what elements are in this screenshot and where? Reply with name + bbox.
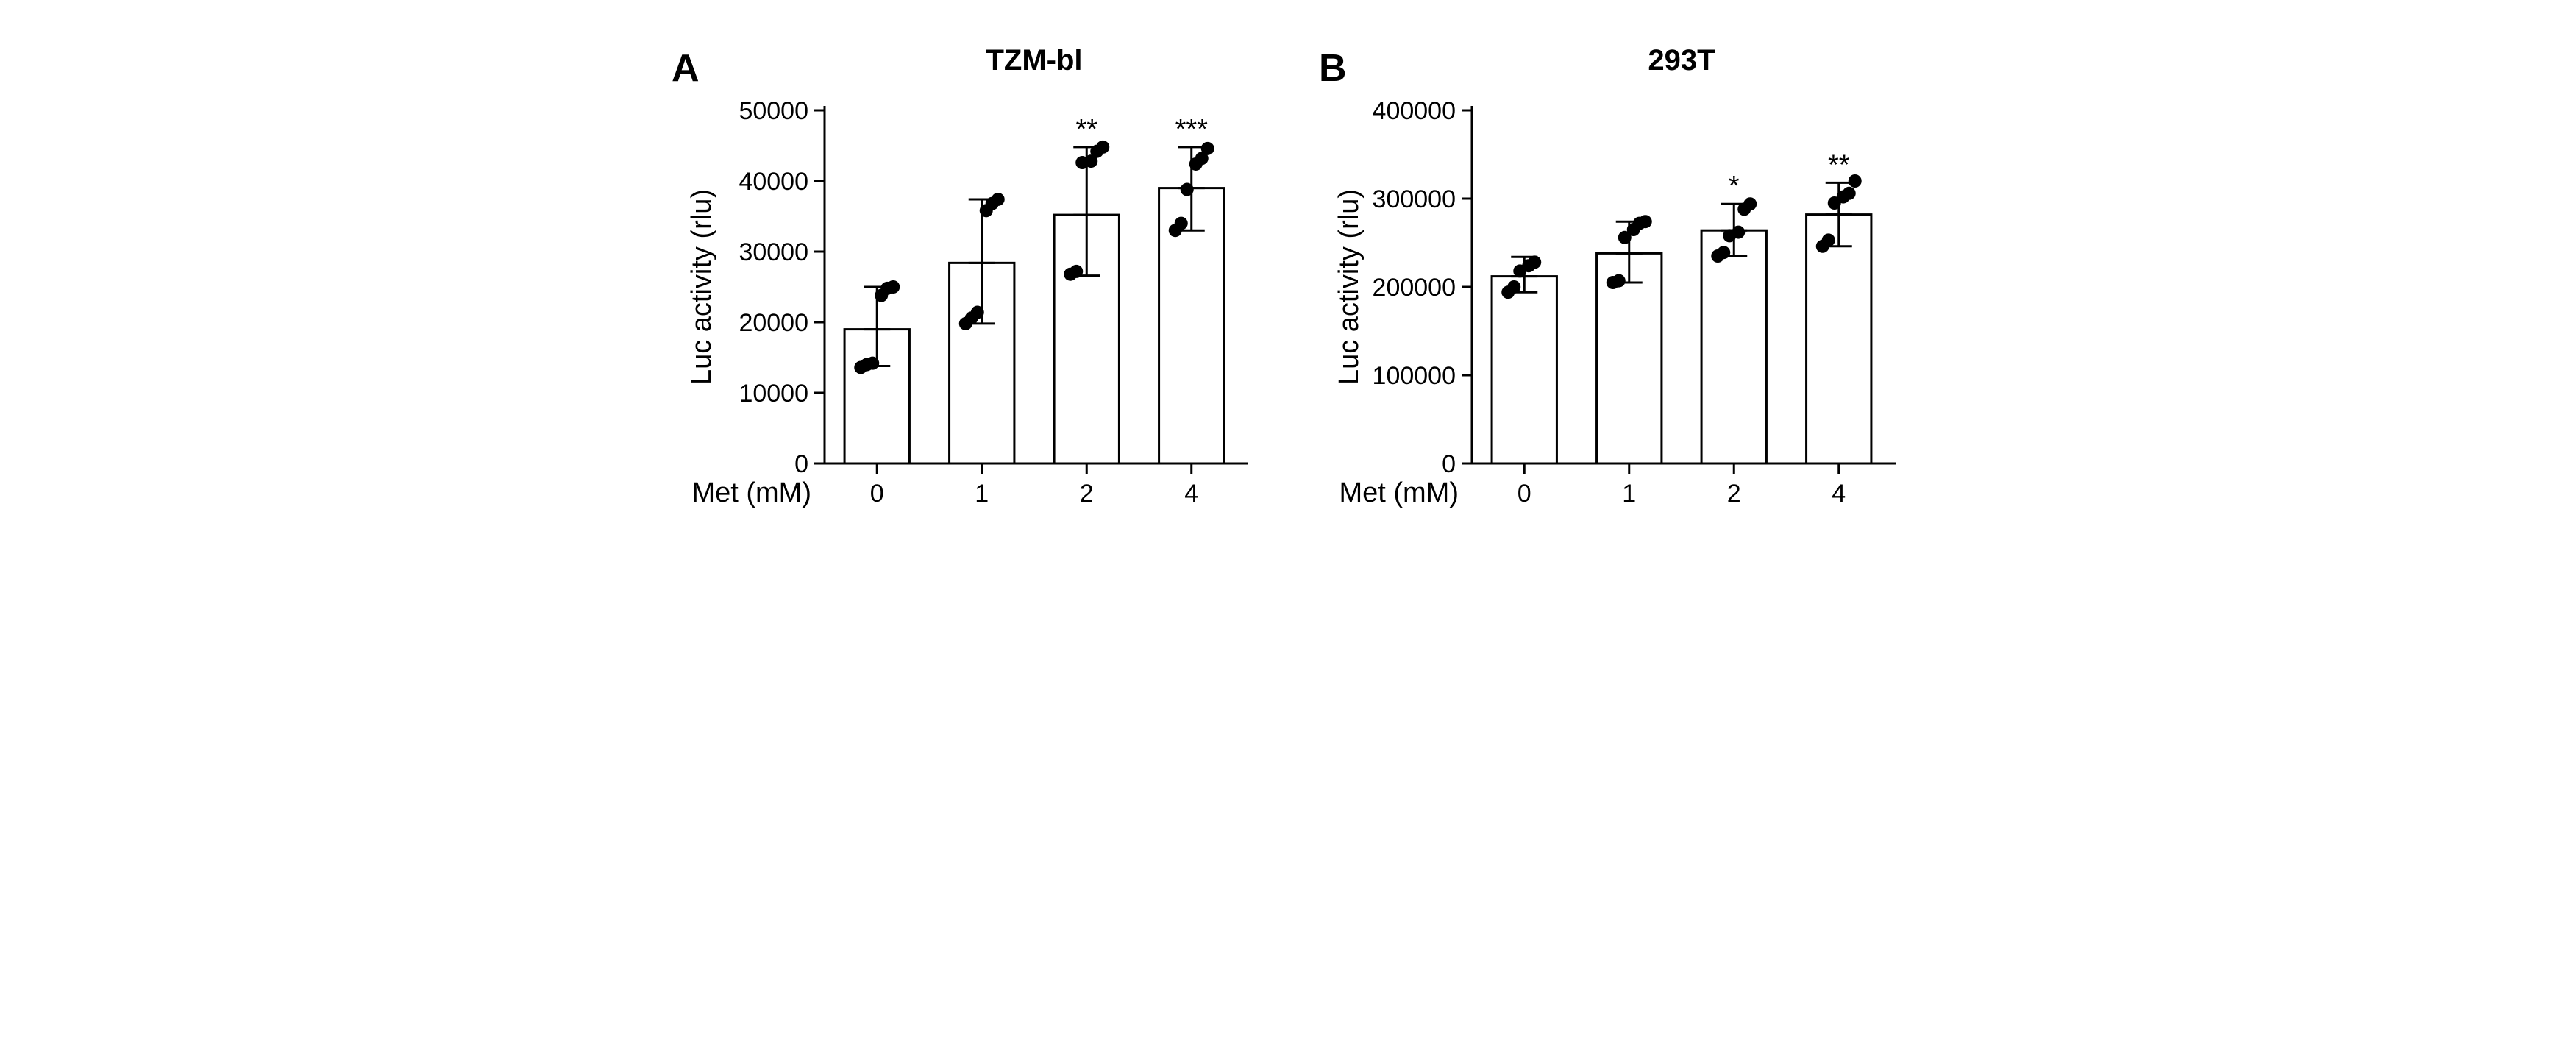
data-point — [1175, 217, 1188, 230]
panel-label: B — [1319, 47, 1347, 90]
data-point — [1843, 187, 1856, 200]
y-tick-label: 200000 — [1373, 274, 1456, 302]
x-axis-label: Met (mM) — [1339, 477, 1459, 508]
significance-marker: *** — [1175, 114, 1209, 145]
panel-B: B 293T 0 100000 200000 300000 400000 Luc activi… — [1310, 29, 1913, 559]
significance-marker: ** — [1828, 149, 1850, 180]
x-tick-label: 1 — [975, 480, 989, 508]
y-tick-label: 400000 — [1373, 97, 1456, 125]
y-axis-label: Luc activity (rlu) — [1334, 189, 1365, 385]
data-point — [1096, 141, 1109, 154]
x-tick-label: 4 — [1832, 480, 1846, 508]
y-tick-label: 20000 — [739, 309, 808, 337]
y-axis-label: Luc activity (rlu) — [686, 189, 717, 385]
data-point — [1507, 280, 1520, 294]
y-tick-label: 30000 — [739, 238, 808, 266]
chart-title: TZM-bl — [986, 44, 1082, 77]
data-point — [1639, 215, 1652, 228]
bar — [1701, 230, 1766, 463]
x-tick-label: 4 — [1184, 480, 1198, 508]
y-tick-label: 50000 — [739, 97, 808, 125]
figure: A TZM-bl 0 10000 20000 30000 40000 50000 Luc act… — [0, 0, 2576, 589]
x-axis-label: Met (mM) — [691, 477, 811, 508]
data-point — [1612, 274, 1626, 288]
data-point — [1732, 226, 1745, 239]
data-point — [1181, 183, 1194, 196]
y-tick-label: 300000 — [1373, 185, 1456, 213]
data-point — [1849, 174, 1862, 188]
x-tick-label: 2 — [1727, 480, 1741, 508]
significance-marker: ** — [1075, 114, 1097, 145]
data-point — [971, 306, 984, 319]
x-tick-label: 2 — [1080, 480, 1094, 508]
data-point — [1717, 246, 1730, 259]
x-tick-label: 1 — [1622, 480, 1636, 508]
panel-label: A — [672, 47, 700, 90]
panel-A: A TZM-bl 0 10000 20000 30000 40000 50000 Luc act… — [663, 29, 1266, 559]
bar — [1807, 215, 1871, 463]
y-tick-label: 0 — [1442, 450, 1456, 478]
y-tick-label: 0 — [794, 450, 808, 478]
data-point — [886, 280, 900, 294]
bar — [1597, 253, 1662, 463]
data-point — [1743, 197, 1757, 210]
bar — [1492, 277, 1556, 463]
x-tick-label: 0 — [1518, 480, 1531, 508]
x-tick-label: 0 — [870, 480, 884, 508]
data-point — [992, 193, 1005, 206]
chart-A: A TZM-bl 0 10000 20000 30000 40000 50000 Luc act… — [663, 29, 1266, 559]
y-tick-label: 100000 — [1373, 362, 1456, 390]
data-point — [866, 357, 879, 370]
data-point — [1070, 265, 1083, 278]
chart-B: B 293T 0 100000 200000 300000 400000 Luc activi… — [1310, 29, 1913, 559]
data-point — [1528, 255, 1541, 269]
chart-title: 293T — [1648, 44, 1715, 77]
y-tick-label: 10000 — [739, 380, 808, 408]
significance-marker: * — [1729, 171, 1740, 202]
data-point — [1822, 233, 1835, 246]
y-tick-label: 40000 — [739, 168, 808, 196]
